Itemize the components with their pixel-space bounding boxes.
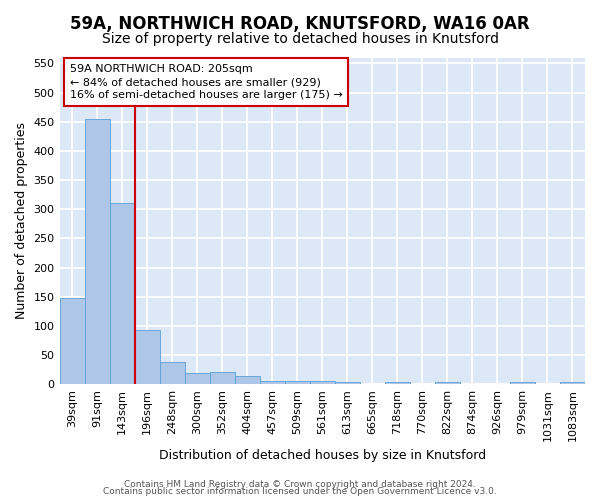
Y-axis label: Number of detached properties: Number of detached properties: [15, 122, 28, 320]
X-axis label: Distribution of detached houses by size in Knutsford: Distribution of detached houses by size …: [159, 450, 486, 462]
Bar: [160, 362, 185, 384]
Bar: [185, 373, 209, 384]
Bar: [110, 203, 134, 384]
Text: 59A NORTHWICH ROAD: 205sqm
← 84% of detached houses are smaller (929)
16% of sem: 59A NORTHWICH ROAD: 205sqm ← 84% of deta…: [70, 64, 343, 100]
Bar: [209, 372, 235, 384]
Bar: [59, 298, 85, 384]
Text: 59A, NORTHWICH ROAD, KNUTSFORD, WA16 0AR: 59A, NORTHWICH ROAD, KNUTSFORD, WA16 0AR: [70, 15, 530, 33]
Bar: [335, 382, 360, 384]
Bar: [435, 382, 460, 384]
Text: Size of property relative to detached houses in Knutsford: Size of property relative to detached ho…: [101, 32, 499, 46]
Bar: [310, 381, 335, 384]
Text: Contains HM Land Registry data © Crown copyright and database right 2024.: Contains HM Land Registry data © Crown c…: [124, 480, 476, 489]
Bar: [85, 120, 110, 384]
Bar: [510, 382, 535, 384]
Bar: [235, 376, 260, 384]
Text: Contains public sector information licensed under the Open Government Licence v3: Contains public sector information licen…: [103, 487, 497, 496]
Bar: [260, 381, 285, 384]
Bar: [285, 381, 310, 384]
Bar: [560, 382, 585, 384]
Bar: [385, 382, 410, 384]
Bar: [134, 330, 160, 384]
